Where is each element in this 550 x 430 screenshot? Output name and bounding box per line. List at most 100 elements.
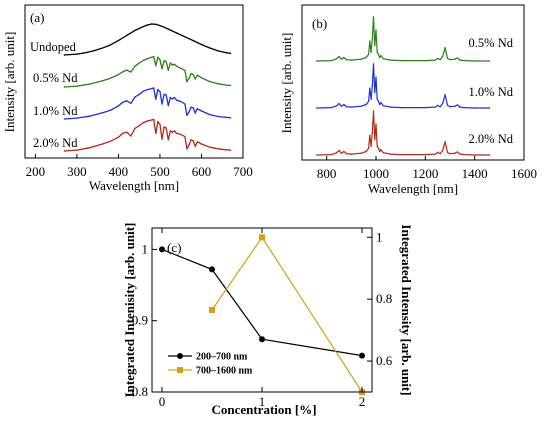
series-label-0-5-nd: 0.5% Nd [33,71,78,85]
data-point-1-0-nd [464,106,466,109]
data-point-1-0-nd [343,103,345,106]
panel-b-label: (b) [312,16,327,31]
data-point-1-0-nd [134,96,136,98]
data-point-1-0-nd [385,105,387,107]
data-point-0-5-nd [192,73,194,76]
data-point-0-5-nd [350,59,352,61]
data-point-2-0-nd [439,153,441,155]
data-point-0-5-nd [367,53,370,56]
data-point-1-0-nd [367,100,370,103]
data-point-1-0-nd [330,106,333,109]
data-point-2-0-nd [459,153,461,155]
data-point-0-5-nd [375,29,377,31]
data-point-0-5-nd [345,59,348,61]
data-point-0-5-nd [186,80,188,83]
data-point-700-1600-nm [259,234,265,241]
series-label-undoped: Undoped [30,40,77,54]
data-point-1-0-nd [372,63,375,65]
data-point-2-0-nd [190,139,192,141]
data-point-0-5-nd [459,59,461,61]
data-point-2-0-nd [350,153,352,155]
data-point-2-0-nd [229,149,232,151]
data-point-2-0-nd [180,133,182,136]
data-point-1-0-nd [117,105,120,107]
data-point-0-5-nd [173,63,176,65]
data-point-1-0-nd [109,109,111,112]
data-point-1-0-nd [121,101,124,104]
panel-c-left-y-axis-label: Integrated Intenisity [arb. unit] [122,223,137,398]
panel-a-y-axis-label: Intensity [arb. unit] [2,32,17,133]
right-y-tick-label: 0.8 [376,291,392,306]
data-point-1-0-nd [459,106,461,108]
series-label-2-0-nd: 2.0% Nd [33,136,78,150]
data-point-1-0-nd [377,100,380,103]
data-point-0-5-nd [390,59,392,61]
data-point-2-0-nd [375,123,377,125]
data-point-2-0-nd [370,145,372,147]
data-point-undoped [76,53,78,55]
data-point-1-0-nd [192,107,194,109]
data-point-1-0-nd [371,85,373,87]
data-point-1-0-nd [138,93,140,96]
data-point-2-0-nd [165,127,167,129]
panel-a-x-axis-label: Wavelength [nm] [89,178,179,193]
data-point-2-0-nd [209,146,211,148]
data-point-undoped [84,52,86,54]
data-point-2-0-nd [217,148,219,150]
data-point-1-0-nd [209,113,211,116]
data-point-1-0-nd [153,87,155,89]
data-point-1-0-nd [400,106,402,109]
data-point-0-5-nd [370,51,372,53]
data-point-0-5-nd [439,59,441,61]
data-point-2-0-nd [340,152,343,154]
data-point-0-5-nd [338,55,340,58]
data-point-undoped [146,24,149,26]
data-point-0-5-nd [165,61,167,63]
data-point-0-5-nd [456,57,459,59]
spectrum-panel-b: 0.5% Nd 1.0% Nd 2.0% Nd 800 1000 1200 1400 160… [279,4,537,196]
data-point-undoped [155,23,157,25]
data-point-0-5-nd [117,73,120,76]
data-point-0-5-nd [330,59,333,62]
data-point-0-5-nd [153,55,155,58]
data-point-1-0-nd [169,96,171,99]
data-point-0-5-nd [180,67,182,69]
data-point-200-700-nm [359,352,365,359]
data-point-2-0-nd [159,123,161,126]
data-point-1-0-nd [196,108,198,110]
data-point-2-0-nd [437,151,439,154]
x-tick-label: 200 [26,164,46,179]
data-point-2-0-nd [441,149,444,152]
data-point-2-0-nd [126,131,128,133]
data-point-0-5-nd [374,44,376,47]
data-point-1-0-nd [360,105,362,107]
data-point-1-0-nd [63,118,66,120]
data-point-undoped [200,43,203,46]
data-point-0-5-nd [424,59,426,62]
data-point-0-5-nd [194,78,196,80]
x-tick-label: 400 [109,164,129,179]
panel-c-ticks: 0 1 2 0.8 0.9 1 0.6 0.8 1 [132,228,393,409]
data-point-2-0-nd [157,120,159,123]
data-point-2-0-nd [171,131,174,133]
data-point-0-5-nd [385,58,387,60]
data-point-2-0-nd [376,145,378,147]
data-point-0-5-nd [163,60,165,62]
data-point-undoped [217,50,219,52]
data-point-undoped [117,39,120,42]
data-point-2-0-nd [76,149,78,151]
data-point-undoped [192,39,194,42]
data-point-200-700-nm [209,266,215,273]
data-point-1-0-nd [175,99,178,101]
data-point-0-5-nd [360,58,362,60]
data-point-1-0-nd [155,98,157,100]
data-point-2-0-nd [101,143,103,145]
data-point-undoped [229,52,232,55]
data-point-0-5-nd [209,80,211,83]
left-y-tick-label: 0.9 [132,313,148,328]
panel-b-x-ticks: 800 1000 1200 1400 1600 [317,156,537,181]
data-point-2-0-nd [121,132,124,135]
data-point-undoped [209,47,211,49]
data-point-1-0-nd [173,96,176,99]
